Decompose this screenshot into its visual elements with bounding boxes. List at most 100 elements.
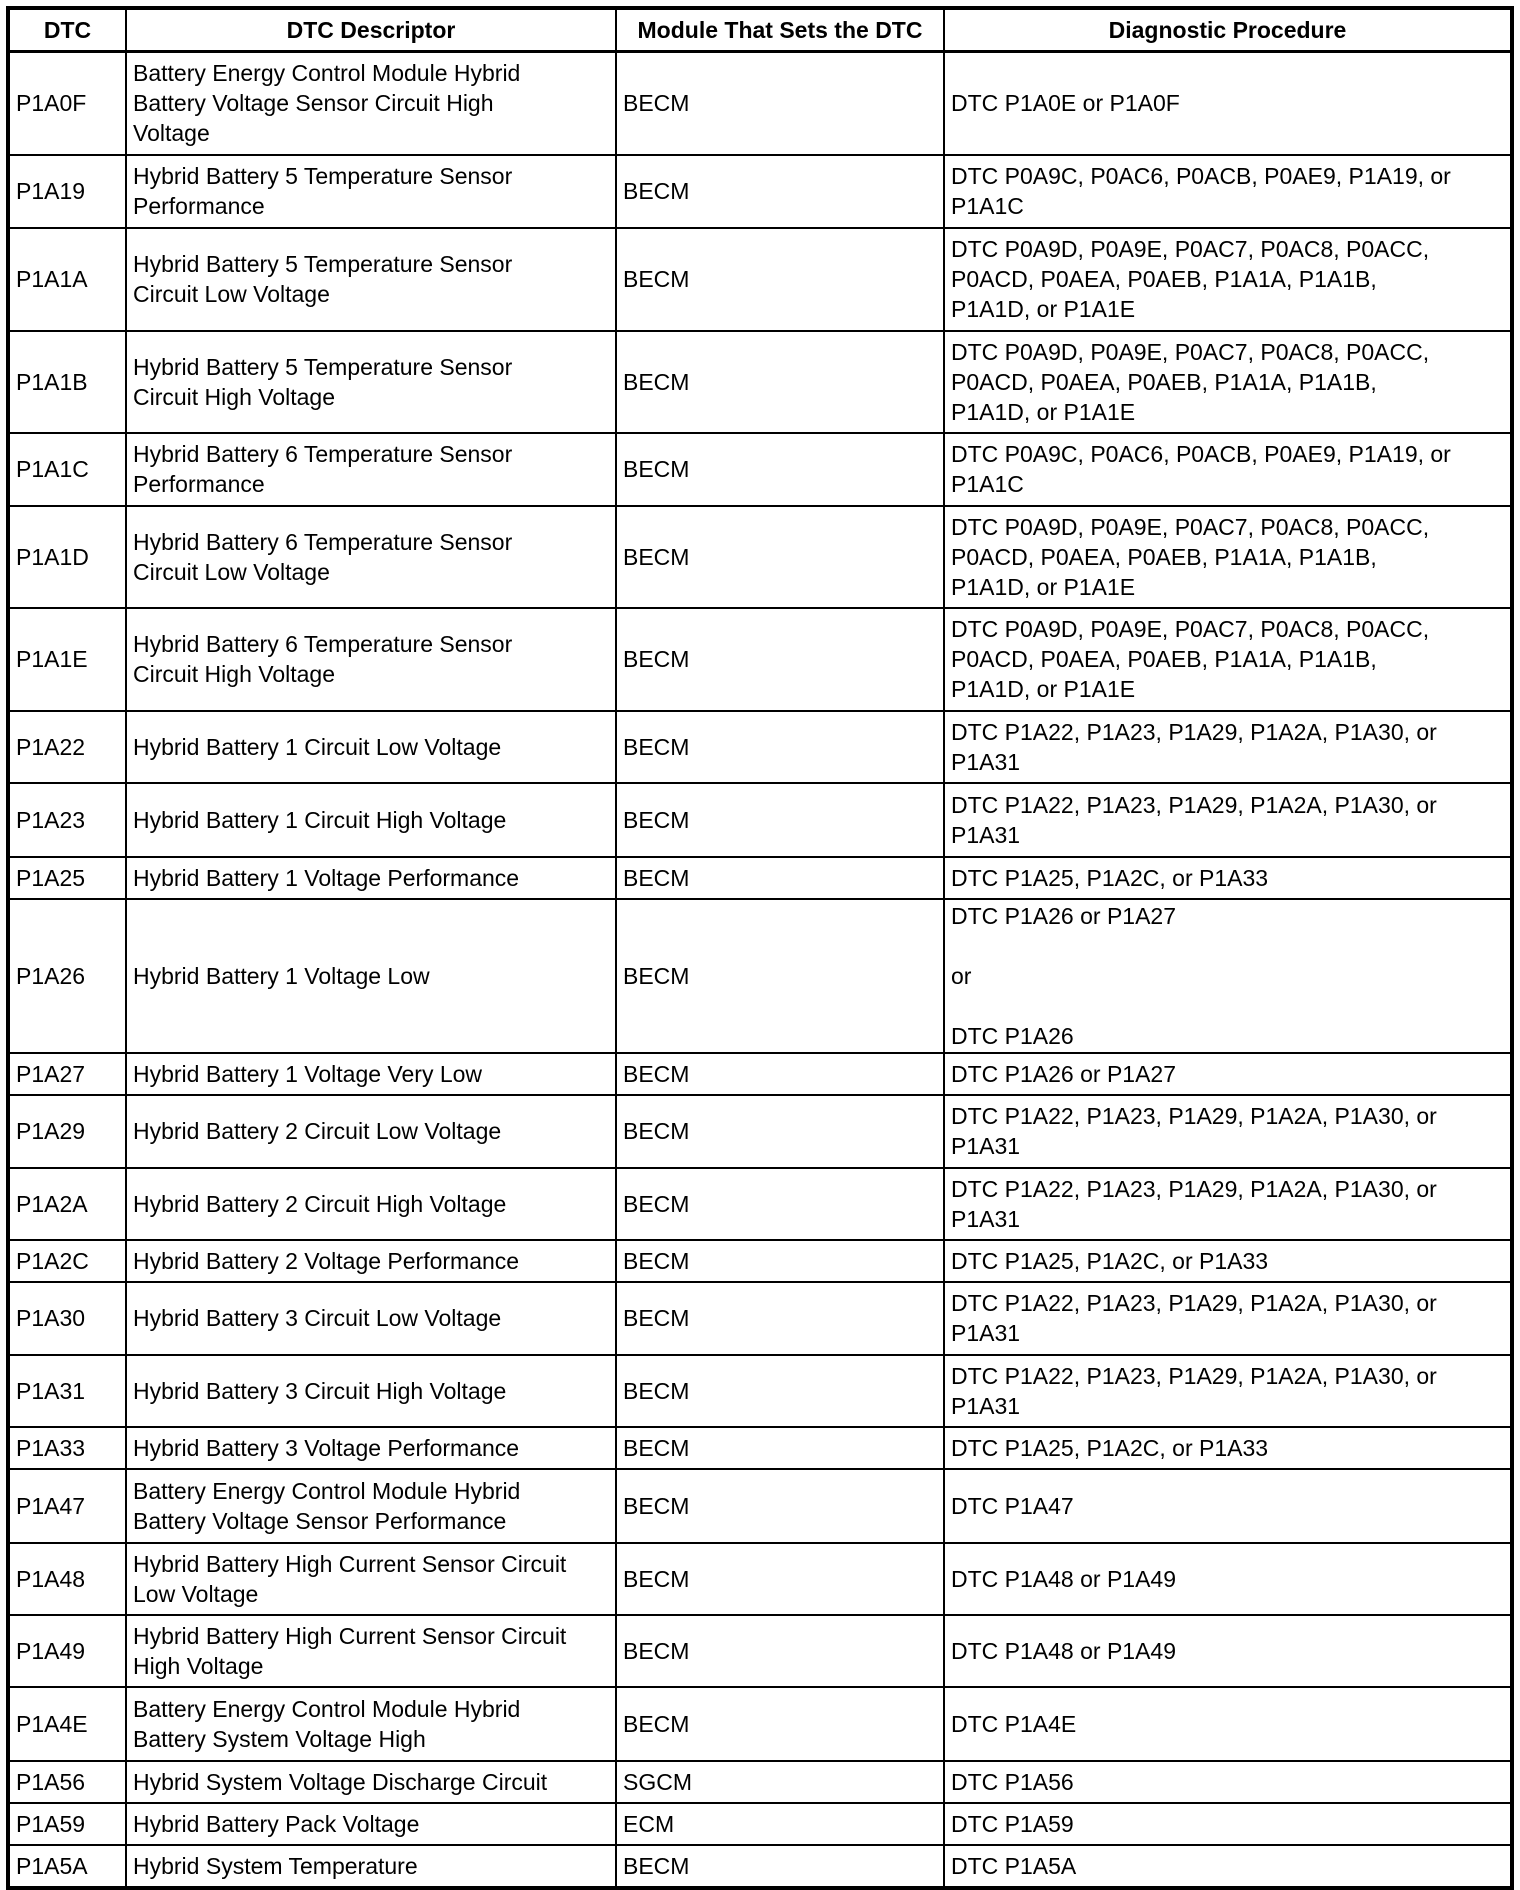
diagnostic-procedure: DTC P1A48 or P1A49 bbox=[943, 1613, 1513, 1688]
diagnostic-procedure: DTC P1A0E or P1A0F bbox=[943, 50, 1513, 156]
module: BECM bbox=[615, 1425, 945, 1470]
module: BECM bbox=[615, 606, 945, 712]
table-row: P1A56 Hybrid System Voltage Discharge Cir… bbox=[7, 1759, 1513, 1804]
module: BECM bbox=[615, 855, 945, 900]
dtc-code: P1A1B bbox=[7, 329, 127, 434]
module: BECM bbox=[615, 1353, 945, 1428]
table-row: P1A1A Hybrid Battery 5 Temperature Sensor… bbox=[7, 226, 1513, 332]
dtc-descriptor: Hybrid Battery 3 Voltage Performance bbox=[125, 1425, 617, 1470]
table-row: P1A49 Hybrid Battery High Current Sensor … bbox=[7, 1613, 1513, 1688]
dtc-descriptor: Hybrid System Temperature bbox=[125, 1843, 617, 1889]
dtc-code: P1A31 bbox=[7, 1353, 127, 1428]
diagnostic-procedure: DTC P0A9D, P0A9E, P0AC7, P0AC8, P0ACC, P… bbox=[943, 504, 1513, 609]
dtc-descriptor: Hybrid Battery 6 Temperature Sensor Circ… bbox=[125, 606, 617, 712]
dtc-descriptor: Battery Energy Control Module Hybrid Bat… bbox=[125, 50, 617, 156]
header-dtc: DTC bbox=[7, 7, 127, 53]
diagnostic-procedure: DTC P1A22, P1A23, P1A29, P1A2A, P1A30, o… bbox=[943, 709, 1513, 784]
module: BECM bbox=[615, 1843, 945, 1889]
module: BECM bbox=[615, 1093, 945, 1169]
diagnostic-procedure: DTC P1A22, P1A23, P1A29, P1A2A, P1A30, o… bbox=[943, 1353, 1513, 1428]
diagnostic-procedure: DTC P1A56 bbox=[943, 1759, 1513, 1804]
diagnostic-procedure: DTC P0A9C, P0AC6, P0ACB, P0AE9, P1A19, o… bbox=[943, 153, 1513, 229]
table-row: P1A31 Hybrid Battery 3 Circuit High Volta… bbox=[7, 1353, 1513, 1428]
diagnostic-procedure: DTC P1A22, P1A23, P1A29, P1A2A, P1A30, o… bbox=[943, 1093, 1513, 1169]
dtc-code: P1A29 bbox=[7, 1093, 127, 1169]
module: BECM bbox=[615, 226, 945, 332]
diagnostic-procedure: DTC P1A4E bbox=[943, 1685, 1513, 1762]
dtc-descriptor: Hybrid Battery 1 Voltage Low bbox=[125, 897, 617, 1054]
diagnostic-procedure: DTC P0A9D, P0A9E, P0AC7, P0AC8, P0ACC, P… bbox=[943, 226, 1513, 332]
dtc-code: P1A56 bbox=[7, 1759, 127, 1804]
dtc-descriptor: Battery Energy Control Module Hybrid Bat… bbox=[125, 1467, 617, 1544]
dtc-descriptor: Hybrid Battery 5 Temperature Sensor Perf… bbox=[125, 153, 617, 229]
dtc-descriptor: Hybrid Battery 6 Temperature Sensor Perf… bbox=[125, 431, 617, 507]
module: SGCM bbox=[615, 1759, 945, 1804]
module: BECM bbox=[615, 1280, 945, 1356]
table-row: P1A27 Hybrid Battery 1 Voltage Very Low BE… bbox=[7, 1051, 1513, 1096]
dtc-descriptor: Hybrid Battery 1 Voltage Performance bbox=[125, 855, 617, 900]
header-procedure: Diagnostic Procedure bbox=[943, 7, 1513, 53]
module: BECM bbox=[615, 1238, 945, 1283]
table-row: P1A26 Hybrid Battery 1 Voltage Low BECM DTC… bbox=[7, 897, 1513, 1054]
table-row: P1A47 Battery Energy Control Module Hybri… bbox=[7, 1467, 1513, 1544]
dtc-code: P1A49 bbox=[7, 1613, 127, 1688]
table-row: P1A25 Hybrid Battery 1 Voltage Performanc… bbox=[7, 855, 1513, 900]
diagnostic-procedure: DTC P1A22, P1A23, P1A29, P1A2A, P1A30, o… bbox=[943, 1280, 1513, 1356]
dtc-code: P1A1A bbox=[7, 226, 127, 332]
dtc-code: P1A0F bbox=[7, 50, 127, 156]
diagnostic-procedure: DTC P0A9C, P0AC6, P0ACB, P0AE9, P1A19, o… bbox=[943, 431, 1513, 507]
table-row: P1A29 Hybrid Battery 2 Circuit Low Voltag… bbox=[7, 1093, 1513, 1169]
diagnostic-procedure: DTC P1A22, P1A23, P1A29, P1A2A, P1A30, o… bbox=[943, 1166, 1513, 1241]
dtc-descriptor: Hybrid Battery 1 Circuit Low Voltage bbox=[125, 709, 617, 784]
diagnostic-procedure: DTC P0A9D, P0A9E, P0AC7, P0AC8, P0ACC, P… bbox=[943, 606, 1513, 712]
dtc-descriptor: Hybrid Battery 6 Temperature Sensor Circ… bbox=[125, 504, 617, 609]
module: BECM bbox=[615, 329, 945, 434]
table-row: P1A23 Hybrid Battery 1 Circuit High Volta… bbox=[7, 781, 1513, 858]
dtc-code: P1A1C bbox=[7, 431, 127, 507]
table-row: P1A4E Battery Energy Control Module Hybri… bbox=[7, 1685, 1513, 1762]
dtc-code: P1A5A bbox=[7, 1843, 127, 1889]
module: BECM bbox=[615, 709, 945, 784]
diagnostic-procedure: DTC P1A22, P1A23, P1A29, P1A2A, P1A30, o… bbox=[943, 781, 1513, 858]
diagnostic-procedure: DTC P1A59 bbox=[943, 1801, 1513, 1846]
header-module: Module That Sets the DTC bbox=[615, 7, 945, 53]
table-row: P1A1D Hybrid Battery 6 Temperature Sensor… bbox=[7, 504, 1513, 609]
dtc-descriptor: Hybrid Battery 2 Circuit Low Voltage bbox=[125, 1093, 617, 1169]
diagnostic-procedure: DTC P1A25, P1A2C, or P1A33 bbox=[943, 1425, 1513, 1470]
table-row: P1A0F Battery Energy Control Module Hybri… bbox=[7, 50, 1513, 156]
dtc-descriptor: Hybrid Battery 5 Temperature Sensor Circ… bbox=[125, 329, 617, 434]
module: BECM bbox=[615, 50, 945, 156]
module: BECM bbox=[615, 781, 945, 858]
diagnostic-procedure: DTC P1A5A bbox=[943, 1843, 1513, 1889]
diagnostic-procedure: DTC P1A25, P1A2C, or P1A33 bbox=[943, 855, 1513, 900]
table-row: P1A30 Hybrid Battery 3 Circuit Low Voltag… bbox=[7, 1280, 1513, 1356]
dtc-table: DTC DTC Descriptor Module That Sets the … bbox=[6, 6, 1514, 1890]
dtc-code: P1A1E bbox=[7, 606, 127, 712]
module: BECM bbox=[615, 431, 945, 507]
dtc-code: P1A19 bbox=[7, 153, 127, 229]
dtc-code: P1A26 bbox=[7, 897, 127, 1054]
table-row: P1A48 Hybrid Battery High Current Sensor … bbox=[7, 1541, 1513, 1616]
dtc-code: P1A2A bbox=[7, 1166, 127, 1241]
dtc-descriptor: Hybrid Battery 2 Circuit High Voltage bbox=[125, 1166, 617, 1241]
module: BECM bbox=[615, 1467, 945, 1544]
dtc-code: P1A25 bbox=[7, 855, 127, 900]
table-row: P1A1C Hybrid Battery 6 Temperature Sensor… bbox=[7, 431, 1513, 507]
diagnostic-procedure: DTC P1A26 or P1A27 or DTC P1A26 bbox=[943, 897, 1513, 1054]
dtc-code: P1A4E bbox=[7, 1685, 127, 1762]
dtc-descriptor: Hybrid Battery 3 Circuit High Voltage bbox=[125, 1353, 617, 1428]
table-row: P1A59 Hybrid Battery Pack Voltage ECM DTC P… bbox=[7, 1801, 1513, 1846]
dtc-code: P1A1D bbox=[7, 504, 127, 609]
module: BECM bbox=[615, 1613, 945, 1688]
table-row: P1A33 Hybrid Battery 3 Voltage Performanc… bbox=[7, 1425, 1513, 1470]
module: BECM bbox=[615, 1541, 945, 1616]
module: BECM bbox=[615, 1051, 945, 1096]
table-row: P1A2C Hybrid Battery 2 Voltage Performanc… bbox=[7, 1238, 1513, 1283]
diagnostic-procedure: DTC P1A25, P1A2C, or P1A33 bbox=[943, 1238, 1513, 1283]
diagnostic-procedure: DTC P1A47 bbox=[943, 1467, 1513, 1544]
dtc-descriptor: Hybrid Battery 3 Circuit Low Voltage bbox=[125, 1280, 617, 1356]
dtc-descriptor: Hybrid Battery Pack Voltage bbox=[125, 1801, 617, 1846]
table-row: P1A1E Hybrid Battery 6 Temperature Sensor… bbox=[7, 606, 1513, 712]
dtc-code: P1A33 bbox=[7, 1425, 127, 1470]
dtc-code: P1A30 bbox=[7, 1280, 127, 1356]
